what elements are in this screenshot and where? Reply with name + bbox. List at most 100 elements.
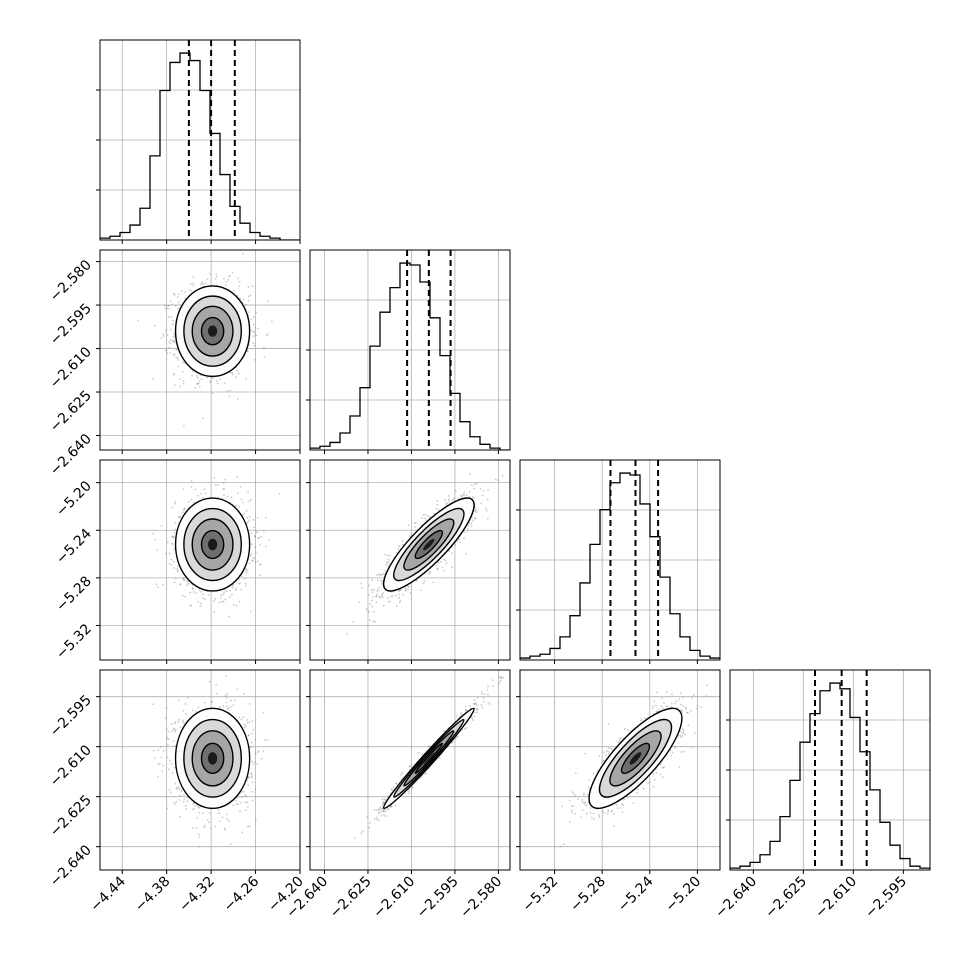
sample-point xyxy=(190,485,193,488)
sample-point xyxy=(465,494,468,496)
sample-point xyxy=(235,504,238,507)
sample-point xyxy=(387,601,390,603)
sample-point xyxy=(183,362,186,364)
sample-point xyxy=(236,398,239,400)
sample-point xyxy=(186,580,189,583)
sample-point xyxy=(485,507,488,510)
sample-point xyxy=(470,525,473,528)
sample-point xyxy=(376,590,379,593)
sample-point xyxy=(191,374,193,377)
sample-point xyxy=(193,807,196,810)
sample-point xyxy=(169,339,172,341)
sample-point xyxy=(436,503,439,506)
y-tick-label: −5.32 xyxy=(53,621,95,663)
sample-point xyxy=(172,560,175,563)
sample-point xyxy=(375,601,378,604)
sample-point xyxy=(198,811,200,814)
sample-point xyxy=(182,379,185,382)
sample-point xyxy=(397,545,400,548)
sample-point xyxy=(257,560,259,563)
sample-point xyxy=(172,536,175,539)
sample-point xyxy=(177,301,180,304)
sample-point xyxy=(383,553,386,556)
sample-point xyxy=(204,282,207,285)
sample-point xyxy=(183,291,186,293)
sample-point xyxy=(177,365,180,368)
sample-point xyxy=(465,552,468,555)
sample-point xyxy=(398,596,400,599)
sample-point xyxy=(395,594,397,597)
sample-point xyxy=(248,825,251,828)
sample-point xyxy=(441,566,444,569)
sample-point xyxy=(250,610,252,613)
sample-point xyxy=(486,517,489,520)
sample-point xyxy=(182,578,185,581)
sample-point xyxy=(173,293,176,296)
sample-point xyxy=(162,333,165,336)
sample-point xyxy=(181,511,184,514)
sample-point xyxy=(232,704,235,707)
sample-point xyxy=(230,699,232,702)
panel-0-0 xyxy=(96,39,301,244)
sample-point xyxy=(177,569,180,572)
sample-point xyxy=(440,560,442,563)
sample-point xyxy=(387,561,390,563)
sample-point xyxy=(181,290,183,292)
sample-point xyxy=(195,592,198,595)
sample-point xyxy=(397,548,400,551)
sample-point xyxy=(381,582,384,585)
sample-point xyxy=(352,620,355,623)
sample-point xyxy=(376,579,379,581)
sample-point xyxy=(253,546,256,549)
sample-point xyxy=(399,589,402,592)
sample-point xyxy=(253,344,256,347)
sample-point xyxy=(186,800,189,803)
sample-point xyxy=(209,381,212,384)
sample-point xyxy=(462,493,465,496)
panel-content xyxy=(520,460,720,660)
panel-2-0: −5.32−5.28−5.24−5.20 xyxy=(53,459,301,664)
density-peak xyxy=(207,325,218,337)
sample-point xyxy=(173,766,176,769)
sample-point xyxy=(246,569,249,572)
sample-point xyxy=(240,498,243,501)
sample-point xyxy=(243,577,246,580)
sample-point xyxy=(437,508,440,511)
sample-point xyxy=(358,601,361,604)
sample-point xyxy=(376,593,378,596)
sample-point xyxy=(253,556,255,559)
y-tick-label: −5.20 xyxy=(53,478,95,520)
sample-point xyxy=(222,482,225,484)
sample-point xyxy=(198,380,201,383)
sample-point xyxy=(228,275,231,278)
sample-point xyxy=(448,494,450,497)
sample-point xyxy=(389,555,391,557)
sample-point xyxy=(211,392,214,395)
sample-point xyxy=(223,591,225,594)
sample-point xyxy=(242,790,245,793)
sample-point xyxy=(197,600,200,603)
sample-point xyxy=(227,278,230,281)
sample-point xyxy=(258,574,261,577)
sample-point xyxy=(368,619,371,622)
sample-point xyxy=(220,594,223,597)
sample-point xyxy=(460,495,463,498)
sample-point xyxy=(189,582,192,585)
sample-point xyxy=(257,537,260,540)
sample-point xyxy=(436,567,439,570)
sample-point xyxy=(246,801,249,804)
sample-point xyxy=(265,334,268,337)
sample-point xyxy=(223,382,226,385)
sample-point xyxy=(166,307,168,310)
sample-point xyxy=(192,275,195,278)
sample-point xyxy=(216,382,219,385)
sample-point xyxy=(202,496,204,499)
sample-point xyxy=(256,531,258,534)
sample-point xyxy=(398,593,401,596)
sample-point xyxy=(213,476,216,479)
sample-point xyxy=(169,300,172,303)
sample-point xyxy=(178,293,180,296)
sample-point xyxy=(242,298,245,301)
sample-point xyxy=(171,323,174,326)
